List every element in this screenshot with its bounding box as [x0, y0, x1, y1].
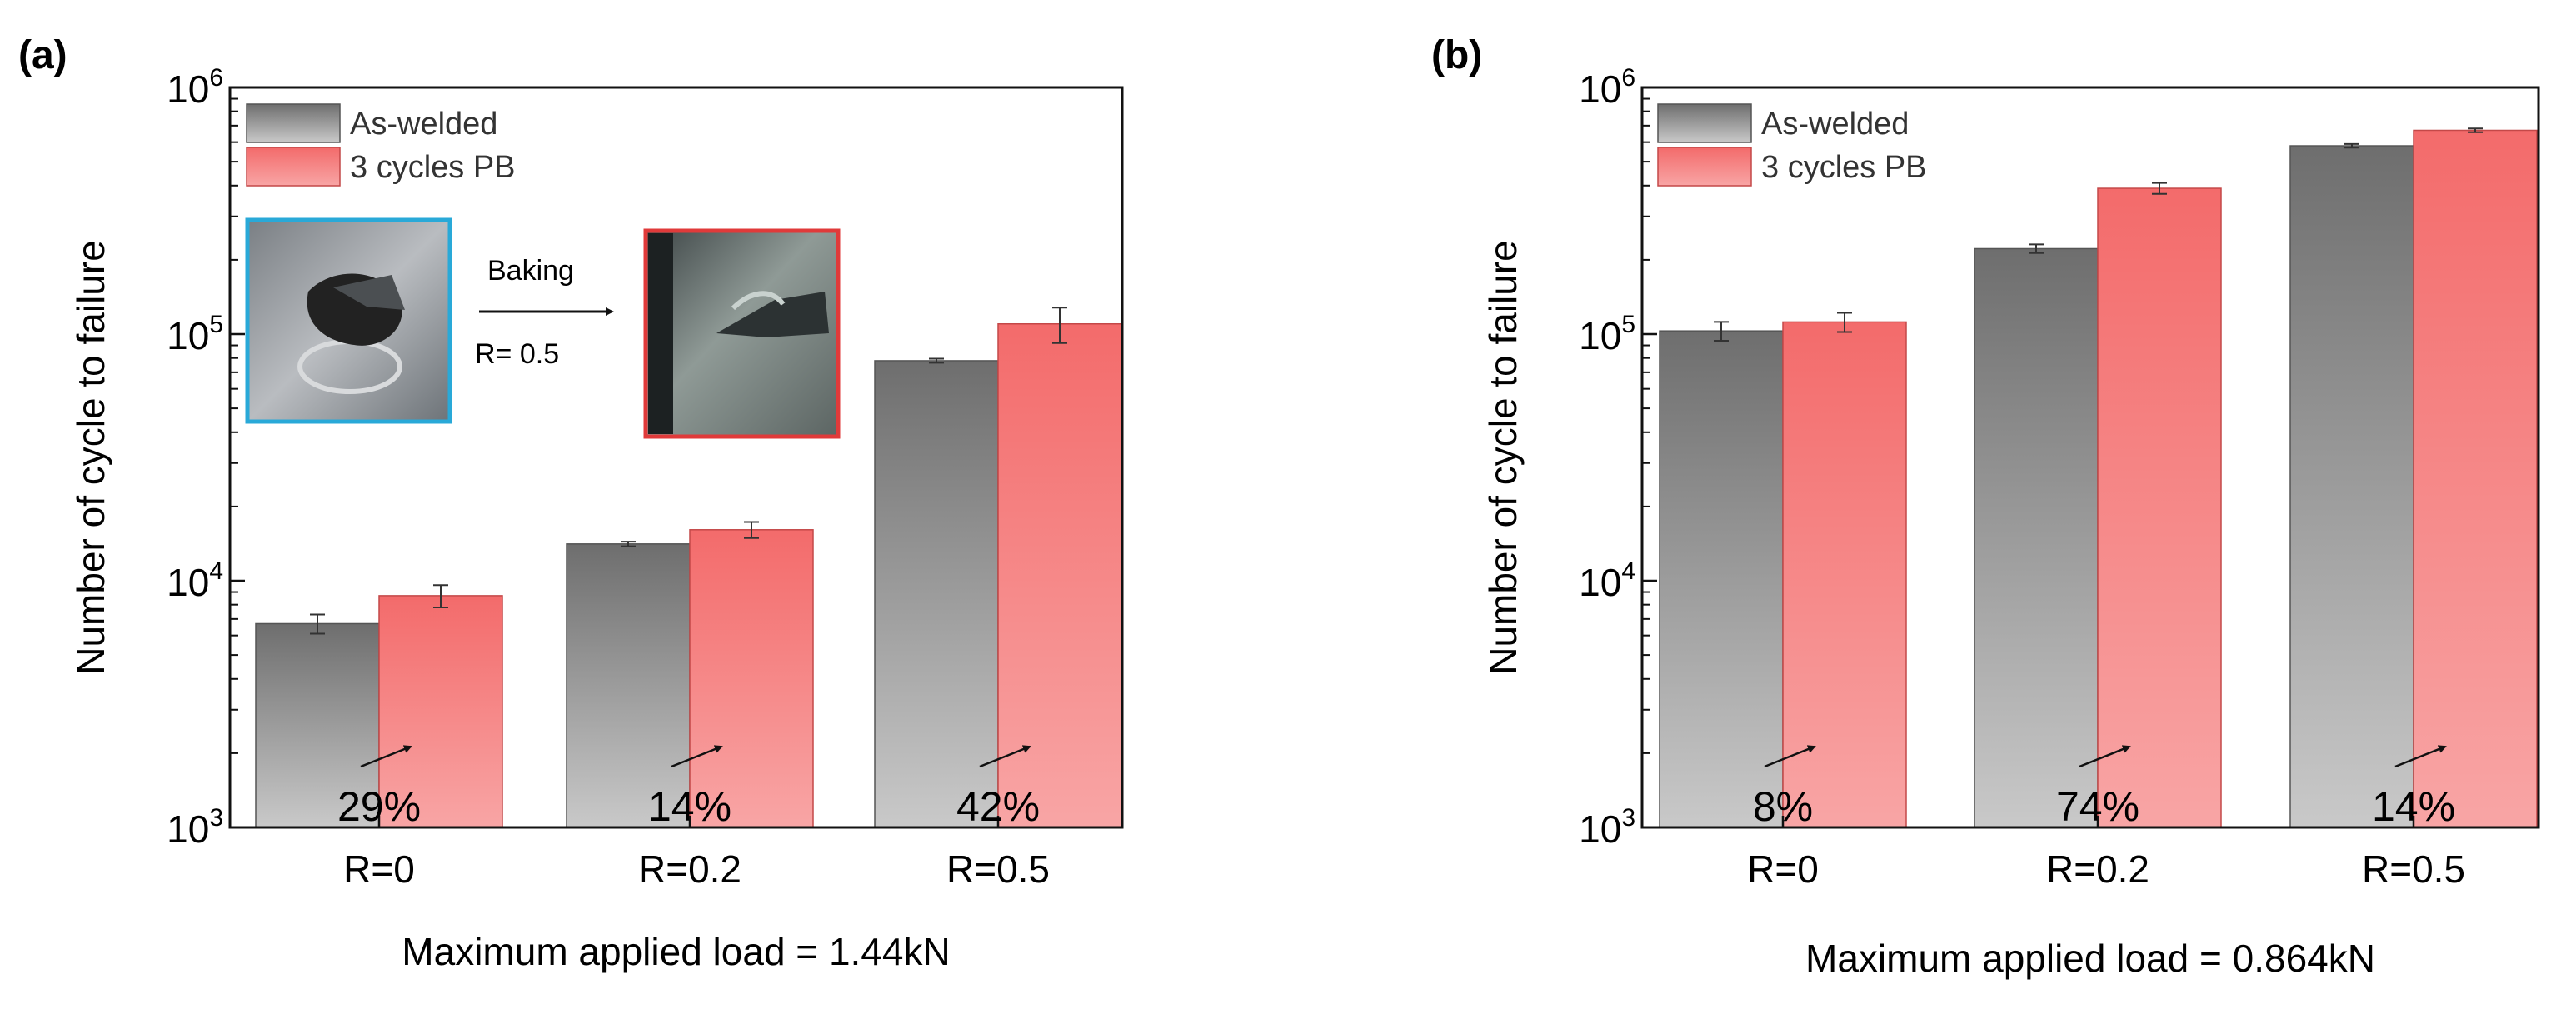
error-bars-group: [1714, 127, 2483, 342]
annotations-group: 29% 14% 42%: [337, 745, 1040, 830]
bar-as-welded-0: [255, 622, 380, 828]
legend: As-welded 3 cycles PB: [246, 103, 516, 187]
y-tick-label: 103: [167, 804, 223, 851]
plot-frame: [1640, 86, 2540, 829]
x-tick-label: R=0.2: [2046, 847, 2149, 891]
y-axis-label: Number of cycle to failure: [69, 240, 112, 675]
y-tick-label: 106: [167, 64, 223, 111]
panel-label: (b): [1431, 33, 1482, 77]
annotations-group: 8% 74% 14%: [1753, 745, 2455, 830]
increase-arrow: [979, 745, 1031, 768]
bar-as-welded-2: [874, 360, 999, 828]
legend-label: 3 cycles PB: [350, 150, 516, 185]
plot-frame: [228, 86, 1124, 829]
x-tick-label: R=0.2: [638, 847, 741, 891]
bar-pb-1: [689, 529, 814, 828]
increase-arrow: [1764, 745, 1816, 768]
increase-percentage: 42%: [956, 783, 1040, 830]
x-axis-ticks: R=0 R=0.2 R=0.5: [343, 816, 1050, 891]
crack-shape: [716, 292, 829, 337]
inset-photos: Baking R= 0.5: [245, 217, 841, 439]
bar-pb-0: [378, 595, 503, 828]
x-axis-ticks: R=0 R=0.2 R=0.5: [1747, 816, 2465, 891]
y-axis-ticks: 103 104 105 106: [1579, 64, 1657, 851]
x-axis-label: Maximum applied load = 1.44kN: [402, 930, 950, 973]
y-axis-ticks: 103 104 105 106: [167, 64, 245, 851]
x-tick-label: R=0: [343, 847, 415, 891]
crack-highlight: [731, 291, 786, 311]
increase-percentage: 14%: [648, 783, 731, 830]
fracture-flap: [333, 275, 405, 310]
y-tick-label: 104: [1579, 557, 1635, 604]
y-tick-label: 105: [167, 311, 223, 357]
y-axis-label: Number of cycle to failure: [1481, 240, 1525, 675]
y-tick-label: 105: [1579, 311, 1635, 357]
legend-label: As-welded: [350, 107, 497, 142]
bar-pb-2: [997, 322, 1122, 828]
photo-dark-edge: [648, 233, 673, 434]
legend-label: As-welded: [1761, 107, 1909, 142]
bar-as-welded-1: [566, 543, 691, 828]
error-bars-group: [310, 307, 1067, 635]
bar-as-welded-2: [2289, 145, 2414, 828]
y-tick-label: 106: [1579, 64, 1635, 111]
y-tick-label: 104: [167, 557, 223, 604]
legend-swatch-pb: [1657, 147, 1752, 187]
inset-condition-label: R= 0.5: [475, 338, 559, 370]
legend-swatch-pb: [246, 147, 341, 187]
chart-panel-a: (a) 103 104 105 106 R=0 R=0.2 R=0.5 29% 14% 42%…: [18, 33, 1124, 973]
bars-group: [1659, 129, 2538, 828]
legend: As-welded 3 cycles PB: [1657, 103, 1927, 187]
increase-percentage: 29%: [337, 783, 421, 830]
x-axis-label: Maximum applied load = 0.864kN: [1805, 937, 2375, 980]
legend-swatch-as-welded: [1657, 103, 1752, 143]
panel-label: (a): [18, 33, 67, 77]
increase-arrow: [2079, 745, 2131, 768]
x-tick-label: R=0.5: [2362, 847, 2465, 891]
inset-arrow-label: Baking: [487, 255, 574, 287]
x-tick-label: R=0.5: [946, 847, 1050, 891]
x-tick-label: R=0: [1747, 847, 1819, 891]
legend-swatch-as-welded: [246, 103, 341, 143]
y-tick-label: 103: [1579, 804, 1635, 851]
bar-as-welded-1: [1974, 247, 2099, 828]
increase-percentage: 8%: [1753, 783, 1813, 830]
increase-percentage: 14%: [2372, 783, 2455, 830]
bar-pb-1: [2097, 187, 2222, 828]
increase-arrow: [360, 745, 412, 768]
bar-pb-2: [2413, 129, 2538, 828]
bars-group: [255, 322, 1122, 828]
bar-pb-0: [1782, 321, 1907, 828]
legend-label: 3 cycles PB: [1761, 150, 1927, 185]
increase-arrow: [2394, 745, 2447, 768]
bar-as-welded-0: [1659, 330, 1784, 828]
increase-percentage: 74%: [2056, 783, 2139, 830]
increase-arrow: [671, 745, 723, 768]
